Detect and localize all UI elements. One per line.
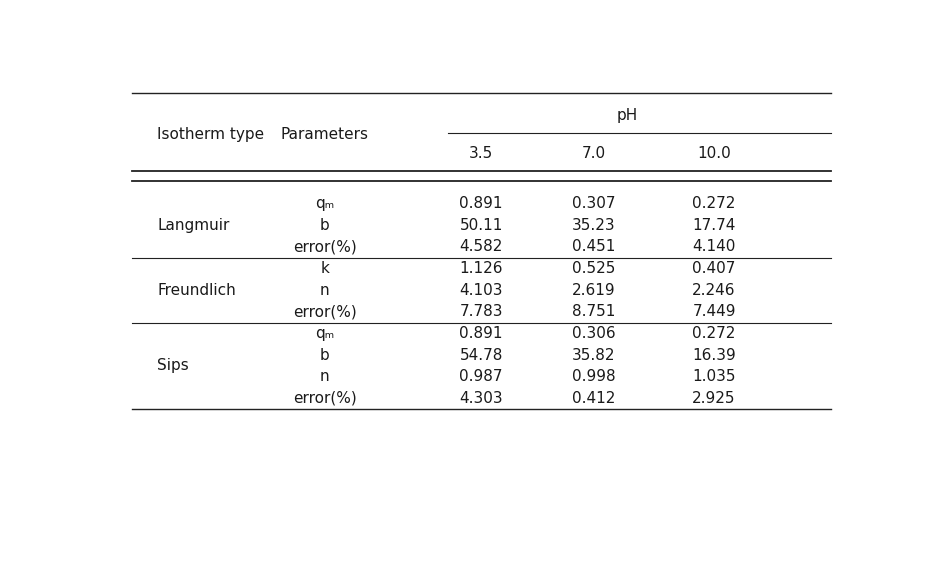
Text: qₘ: qₘ [316,326,334,341]
Text: 0.891: 0.891 [459,326,503,341]
Text: 0.272: 0.272 [692,326,736,341]
Text: 50.11: 50.11 [459,218,503,233]
Text: error(%): error(%) [293,304,357,319]
Text: 0.306: 0.306 [572,326,616,341]
Text: 0.451: 0.451 [573,239,616,255]
Text: 2.925: 2.925 [692,391,736,406]
Text: b: b [320,347,330,362]
Text: 0.412: 0.412 [573,391,616,406]
Text: n: n [320,369,330,384]
Text: qₘ: qₘ [316,196,334,211]
Text: 35.23: 35.23 [572,218,616,233]
Text: pH: pH [616,108,638,123]
Text: 0.891: 0.891 [459,196,503,211]
Text: 4.140: 4.140 [692,239,736,255]
Text: 2.619: 2.619 [572,283,616,298]
Text: 10.0: 10.0 [698,145,731,160]
Text: Parameters: Parameters [281,127,369,142]
Text: n: n [320,283,330,298]
Text: 8.751: 8.751 [573,304,616,319]
Text: 0.272: 0.272 [692,196,736,211]
Text: 16.39: 16.39 [692,347,736,362]
Text: 7.783: 7.783 [459,304,503,319]
Text: 0.307: 0.307 [572,196,616,211]
Text: 0.407: 0.407 [692,261,736,276]
Text: Isotherm type: Isotherm type [158,127,265,142]
Text: 1.035: 1.035 [692,369,736,384]
Text: k: k [320,261,330,276]
Text: 7.449: 7.449 [692,304,736,319]
Text: Sips: Sips [158,358,189,373]
Text: error(%): error(%) [293,239,357,255]
Text: b: b [320,218,330,233]
Text: 17.74: 17.74 [692,218,736,233]
Text: Freundlich: Freundlich [158,283,236,298]
Text: Langmuir: Langmuir [158,218,230,233]
Text: 0.525: 0.525 [573,261,616,276]
Text: 4.103: 4.103 [459,283,503,298]
Text: 3.5: 3.5 [470,145,493,160]
Text: error(%): error(%) [293,391,357,406]
Text: 4.303: 4.303 [459,391,503,406]
Text: 2.246: 2.246 [692,283,736,298]
Text: 54.78: 54.78 [459,347,503,362]
Text: 0.998: 0.998 [572,369,616,384]
Text: 0.987: 0.987 [459,369,503,384]
Text: 7.0: 7.0 [582,145,606,160]
Text: 1.126: 1.126 [459,261,503,276]
Text: 4.582: 4.582 [459,239,503,255]
Text: 35.82: 35.82 [572,347,616,362]
